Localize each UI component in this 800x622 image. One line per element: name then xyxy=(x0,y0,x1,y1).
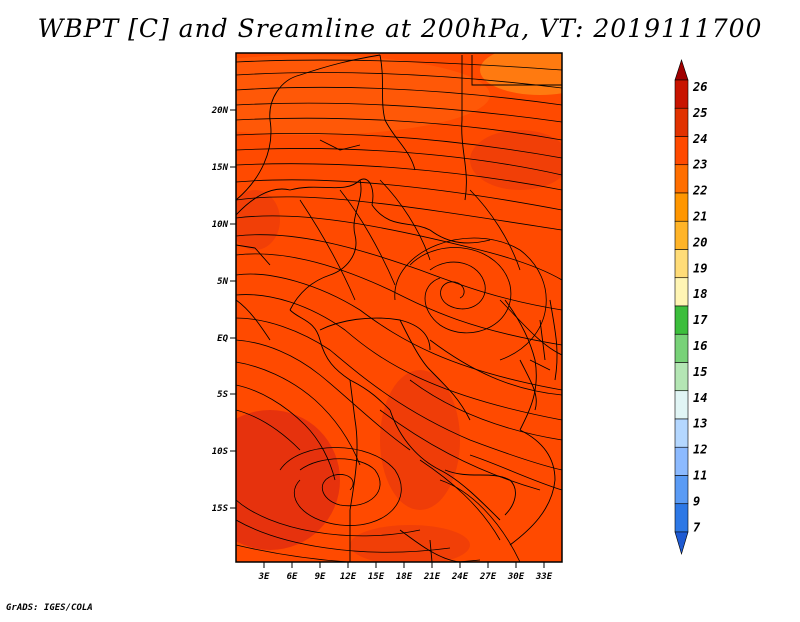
x-tick: 27E xyxy=(479,562,497,582)
y-tick-label: 10N xyxy=(212,220,229,230)
colorbar-swatch xyxy=(674,503,689,533)
colorbar-swatch xyxy=(674,531,689,556)
colorbar-swatch xyxy=(674,418,689,448)
colorbar-swatch xyxy=(674,107,689,137)
x-tick: 21E xyxy=(423,562,441,582)
country-borders xyxy=(236,54,562,562)
map-title: WBPT [C] and Sreamline at 200hPa, VT: 20… xyxy=(37,14,763,43)
colorbar-label: 19 xyxy=(693,261,707,275)
colorbar-label: 13 xyxy=(693,417,707,431)
y-tick: 10S xyxy=(212,447,236,457)
x-tick: 6E xyxy=(287,562,298,582)
x-tick: 15E xyxy=(368,562,385,582)
colorbar-swatch xyxy=(674,136,689,166)
colorbar-label: 18 xyxy=(693,287,707,301)
colorbar-swatch xyxy=(674,59,689,81)
y-axis: 20N 15N 10N 5N EQ 5S 10S 15S xyxy=(211,106,236,514)
y-tick-label: 5N xyxy=(217,277,228,287)
field-s-edge xyxy=(350,525,470,562)
x-tick-label: 12E xyxy=(340,572,357,582)
colorbar-swatch xyxy=(674,249,689,279)
y-tick-label: 20N xyxy=(211,106,229,116)
x-tick: 18E xyxy=(396,562,413,582)
field-sw-warm xyxy=(236,410,340,550)
colorbar-swatch xyxy=(674,446,689,476)
colorbar-swatch xyxy=(674,305,689,335)
x-tick-label: 3E xyxy=(258,572,270,582)
colorbar-label: 14 xyxy=(693,391,707,405)
x-tick-label: 18E xyxy=(396,572,413,582)
y-tick: 10N xyxy=(212,220,236,230)
x-tick-label: 24E xyxy=(451,572,469,582)
field-ne-warm xyxy=(470,130,562,190)
y-tick-label: 10S xyxy=(212,447,229,457)
y-tick: EQ xyxy=(217,334,236,344)
colorbar-swatch xyxy=(674,164,689,194)
y-tick: 5N xyxy=(217,277,236,287)
x-tick: 3E xyxy=(258,562,270,582)
x-tick-label: 30E xyxy=(507,572,525,582)
colorbar-swatch xyxy=(674,333,689,363)
field-north-band xyxy=(236,55,490,135)
x-tick-label: 33E xyxy=(535,572,553,582)
x-tick: 24E xyxy=(451,562,469,582)
y-tick: 15N xyxy=(212,163,236,173)
y-tick: 5S xyxy=(217,390,236,400)
y-tick: 20N xyxy=(211,106,236,116)
colorbar-label: 15 xyxy=(693,365,707,379)
map-frame xyxy=(235,52,563,563)
x-tick: 9E xyxy=(315,562,326,582)
colorbar-swatch xyxy=(674,192,689,222)
colorbar-swatch xyxy=(674,362,689,392)
colorbar-label: 17 xyxy=(693,313,708,327)
colorbar-label: 9 xyxy=(693,494,700,508)
x-tick-label: 27E xyxy=(479,572,497,582)
x-tick-label: 21E xyxy=(423,572,441,582)
colorbar-swatch xyxy=(674,277,689,307)
streamlines xyxy=(236,59,562,562)
y-tick: 15S xyxy=(212,504,236,514)
y-tick-label: 15N xyxy=(212,163,229,173)
colorbar-swatch xyxy=(674,220,689,250)
colorbar-label: 21 xyxy=(692,210,707,224)
field-ne-light xyxy=(480,53,562,95)
y-tick-label: 15S xyxy=(212,504,229,514)
x-axis: 3E 6E 9E 12E 15E 18E 21E 24E 27E 30E 33E xyxy=(258,562,553,582)
colorbar-label: 20 xyxy=(692,235,707,249)
y-tick-label: 5S xyxy=(217,390,228,400)
colorbar-label: 22 xyxy=(692,184,707,198)
x-tick: 33E xyxy=(535,562,553,582)
x-tick-label: 6E xyxy=(287,572,298,582)
colorbar: 26 25 24 23 22 21 20 19 18 17 16 15 14 13 12 11 9 7 xyxy=(674,59,708,556)
colorbar-label: 7 xyxy=(693,520,701,534)
colorbar-label: 24 xyxy=(692,132,707,146)
colorbar-label: 23 xyxy=(692,158,707,172)
colorbar-swatch xyxy=(674,475,689,505)
colorbar-label: 25 xyxy=(692,106,707,120)
x-tick: 12E xyxy=(340,562,357,582)
x-tick-label: 15E xyxy=(368,572,385,582)
x-tick-label: 9E xyxy=(315,572,326,582)
colorbar-label: 12 xyxy=(693,443,707,457)
grads-credit: GrADS: IGES/COLA xyxy=(6,603,93,613)
colorbar-swatch xyxy=(674,79,689,109)
field-south-warm xyxy=(380,370,460,510)
colorbar-label: 11 xyxy=(693,469,707,483)
colorbar-swatch xyxy=(674,390,689,420)
y-tick-label: EQ xyxy=(217,334,228,344)
colorbar-label: 26 xyxy=(692,80,707,94)
colorbar-label: 16 xyxy=(693,339,707,353)
x-tick: 30E xyxy=(507,562,525,582)
